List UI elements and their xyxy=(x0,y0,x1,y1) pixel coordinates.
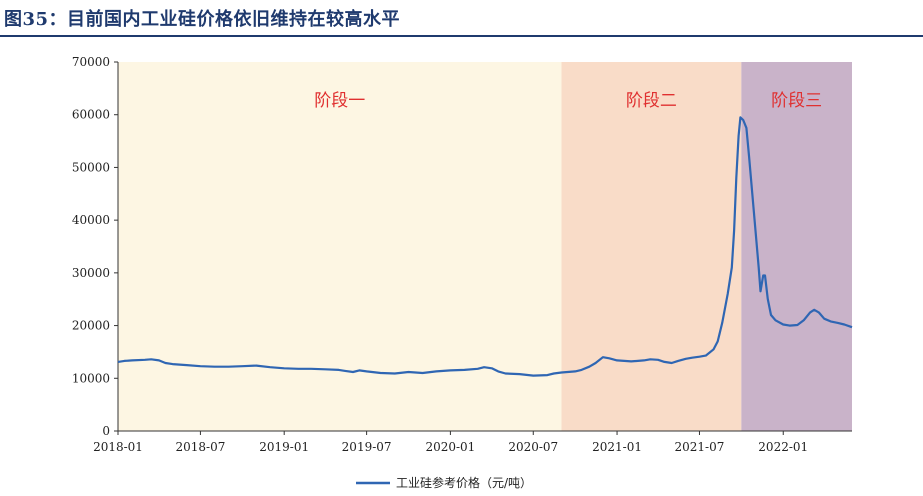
x-tick-label: 2021-01 xyxy=(592,440,642,454)
phase-label-2: 阶段二 xyxy=(626,91,677,111)
x-tick-label: 2022-01 xyxy=(758,440,808,454)
x-tick-label: 2019-07 xyxy=(342,440,392,454)
x-tick-label: 2018-07 xyxy=(175,440,225,454)
y-tick-label: 60000 xyxy=(72,108,110,122)
y-tick-label: 40000 xyxy=(72,213,110,227)
phase-label-3: 阶段三 xyxy=(771,91,822,111)
y-tick-label: 50000 xyxy=(72,160,110,174)
figure-title: 图35：目前国内工业硅价格依旧维持在较高水平 xyxy=(4,9,401,30)
x-tick-label: 2020-01 xyxy=(425,440,475,454)
legend-label: 工业硅参考价格（元/吨） xyxy=(396,475,532,490)
axes: 0 10000 20000 30000 40000 50000 60000 70000 2018… xyxy=(72,55,852,454)
x-tick-label: 2020-07 xyxy=(508,440,558,454)
legend: 工业硅参考价格（元/吨） xyxy=(356,475,532,490)
y-tick-label: 70000 xyxy=(72,55,110,69)
phase-label-1: 阶段一 xyxy=(314,91,365,111)
title-underline xyxy=(0,35,923,37)
y-tick-label: 0 xyxy=(102,424,110,438)
x-tick-label: 2018-01 xyxy=(93,440,143,454)
phase-band-2 xyxy=(561,62,742,431)
phase-band-1 xyxy=(118,62,562,431)
series-line-1 xyxy=(117,116,853,377)
x-tick-label: 2019-01 xyxy=(259,440,309,454)
y-tick-label: 30000 xyxy=(72,266,110,280)
y-tick-label: 20000 xyxy=(72,319,110,333)
phase-labels: 阶段一 阶段二 阶段三 xyxy=(314,91,822,111)
x-tick-label: 2021-07 xyxy=(675,440,725,454)
y-tick-label: 10000 xyxy=(72,371,110,385)
phase-band-3 xyxy=(741,62,852,431)
series-layer xyxy=(117,116,853,377)
